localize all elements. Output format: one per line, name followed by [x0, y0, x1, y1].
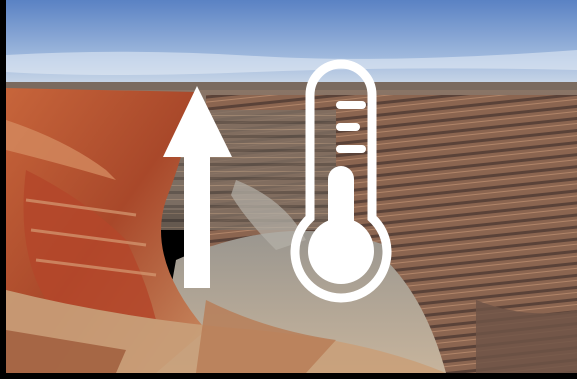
open-pit-mine-photo: [6, 0, 577, 373]
sky: [6, 0, 577, 92]
right-terraces: [386, 120, 577, 373]
